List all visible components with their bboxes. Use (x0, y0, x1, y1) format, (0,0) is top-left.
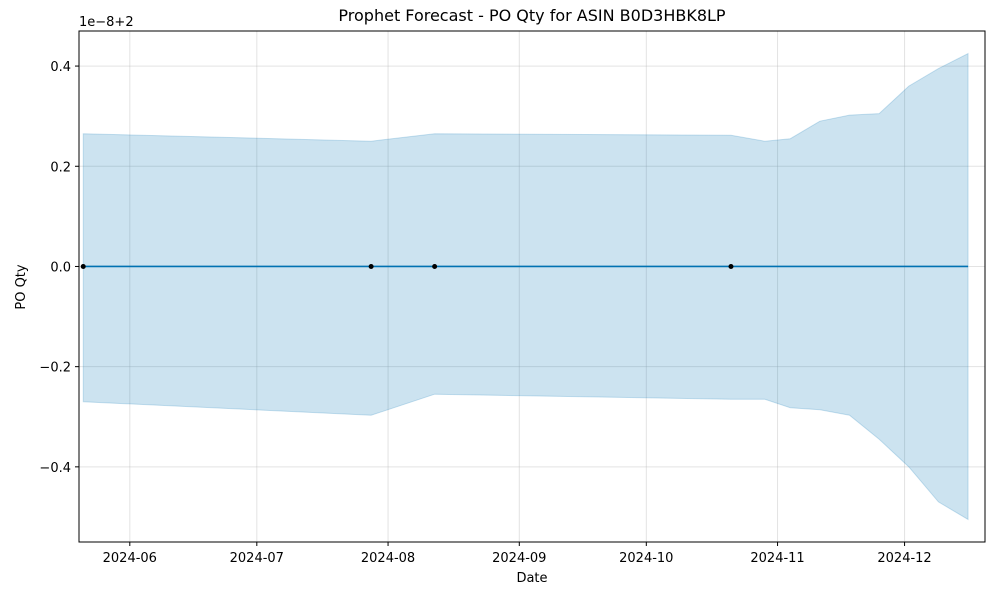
x-tick-label: 2024-07 (230, 551, 284, 566)
x-axis-title: Date (516, 571, 547, 586)
x-axis-ticks: 2024-06 2024-07 2024-08 2024-09 2024-10 2024-… (103, 542, 932, 566)
x-tick-label: 2024-06 (103, 551, 157, 566)
y-axis-ticks: 0.4 0.2 0.0 −0.2 −0.4 (39, 60, 79, 476)
point-layer (80, 263, 734, 269)
y-tick-label: −0.4 (39, 461, 71, 476)
observed-point (728, 263, 734, 269)
y-tick-label: 0.0 (50, 260, 71, 275)
uncertainty-band (82, 52, 969, 521)
x-tick-label: 2024-09 (492, 551, 546, 566)
observed-point (80, 263, 86, 269)
y-axis-title: PO Qty (14, 264, 29, 310)
band-layer (82, 52, 969, 521)
x-tick-label: 2024-10 (619, 551, 673, 566)
y-tick-label: −0.2 (39, 361, 71, 376)
x-tick-label: 2024-08 (361, 551, 415, 566)
y-tick-label: 0.2 (50, 160, 71, 175)
x-tick-label: 2024-11 (750, 551, 804, 566)
observed-point (368, 263, 374, 269)
chart-title: Prophet Forecast - PO Qty for ASIN B0D3H… (338, 6, 725, 25)
y-offset-label: 1e−8+2 (79, 15, 134, 30)
plot-frame (78, 30, 986, 543)
x-tick-label: 2024-12 (877, 551, 931, 566)
observed-point (432, 263, 438, 269)
y-tick-label: 0.4 (50, 60, 71, 75)
